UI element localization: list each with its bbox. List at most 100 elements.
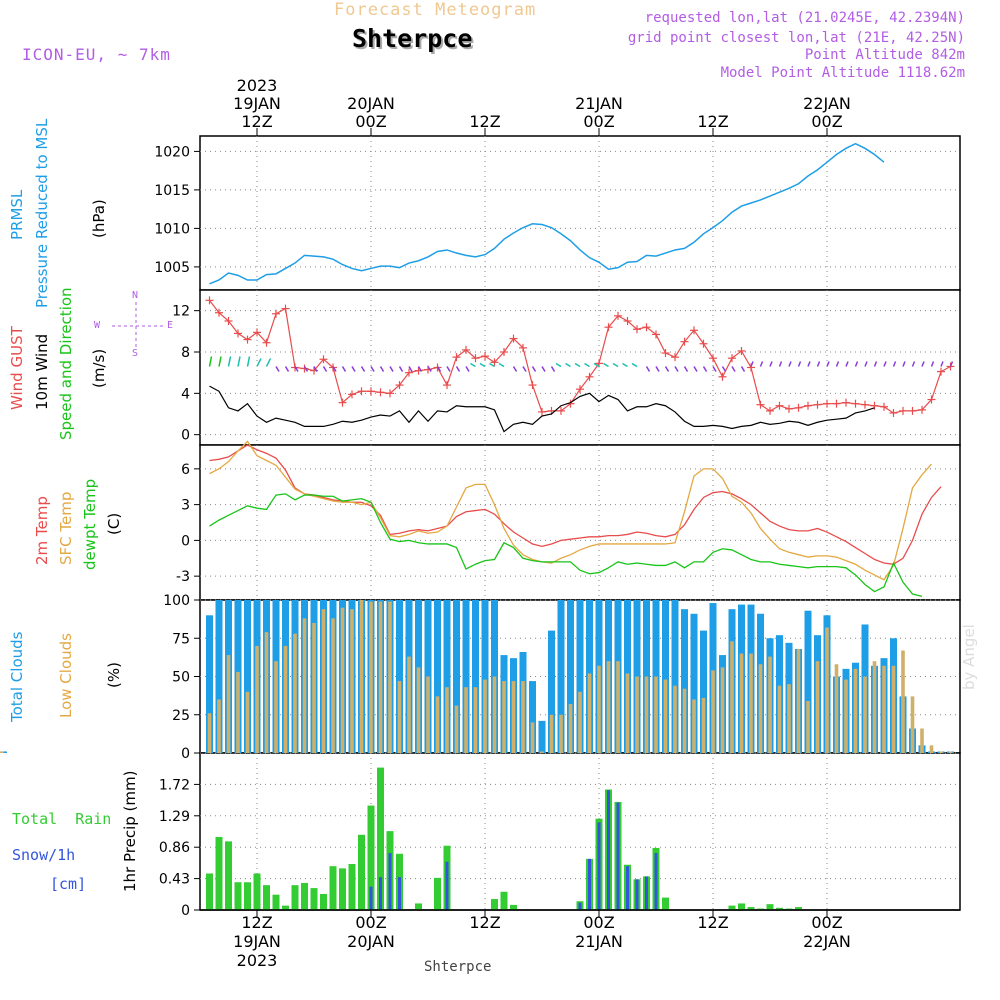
- low-cloud-bar: [711, 670, 715, 753]
- top-axis-line2: 00Z: [355, 112, 387, 131]
- low-cloud-bar: [739, 653, 744, 753]
- gust-marker: [576, 385, 584, 394]
- low-cloud-bar: [530, 722, 535, 753]
- gust-marker: [851, 399, 860, 408]
- gust-marker: [832, 399, 841, 408]
- low-cloud-bar: [274, 661, 278, 753]
- total-cloud-bar: [538, 720, 546, 753]
- temp-tick-label: -3: [176, 569, 190, 585]
- wind-direction-arrow: [237, 356, 241, 367]
- gust-marker: [367, 387, 375, 396]
- wind-tick-label: 12: [172, 304, 190, 320]
- wind-direction-arrow: [883, 361, 887, 367]
- low-cloud-bar: [302, 618, 307, 753]
- total-cloud-bar: [443, 600, 451, 753]
- wind-direction-arrow: [389, 366, 394, 372]
- gust-marker: [680, 337, 689, 346]
- wind-direction-arrow: [408, 366, 413, 372]
- wind-direction-arrow: [332, 366, 337, 372]
- wind-direction-arrow: [531, 366, 537, 372]
- wind-direction-arrow: [683, 366, 689, 372]
- wind-direction-arrow: [911, 361, 916, 367]
- total-cloud-bar: [700, 630, 707, 753]
- snow-bar: [445, 861, 449, 910]
- low-cloud-bar: [625, 673, 630, 753]
- low-cloud-bar: [445, 687, 449, 753]
- wind-direction-arrow: [664, 366, 670, 372]
- wind-direction-arrow: [294, 366, 299, 372]
- low-cloud-bar: [217, 699, 221, 753]
- low-cloud-bar: [730, 641, 734, 753]
- gust-marker: [538, 407, 546, 416]
- rain-bar: [320, 893, 327, 910]
- wind-direction-arrow: [584, 362, 590, 368]
- gust-marker: [699, 339, 708, 348]
- wind-direction-arrow: [455, 366, 461, 372]
- pressure-tick-label: 1010: [154, 221, 190, 237]
- rain-bar: [766, 904, 774, 910]
- gust-marker: [471, 354, 480, 363]
- gust-marker: [671, 353, 679, 362]
- gust-marker: [709, 354, 717, 363]
- wind-direction-arrow: [522, 366, 527, 372]
- gust-marker: [215, 308, 223, 317]
- precip-tick-label: 0.43: [159, 872, 190, 888]
- low-cloud-bar: [806, 700, 810, 753]
- gust-marker: [281, 304, 290, 313]
- wind-direction-arrow: [246, 356, 251, 367]
- low-cloud-bar: [435, 696, 440, 753]
- wind-direction-arrow: [631, 362, 638, 368]
- compass-e: E: [167, 320, 174, 331]
- low-cloud-bar: [815, 661, 820, 753]
- gust-marker: [661, 349, 670, 358]
- panel-frame-0: [199, 135, 961, 291]
- gust-marker: [443, 381, 451, 390]
- low-cloud-bar: [777, 685, 782, 753]
- temp-line-2: [209, 493, 923, 598]
- top-axis-line2: 00Z: [583, 112, 615, 131]
- pressure-tick-label: 1015: [154, 183, 190, 199]
- rain-bar: [358, 834, 365, 910]
- low-cloud-bar: [378, 601, 383, 753]
- precip-tick-label: 1.29: [159, 809, 190, 825]
- low-cloud-bar: [388, 601, 392, 753]
- rain-bar: [491, 899, 498, 910]
- rain-bar: [215, 836, 223, 910]
- low-cloud-bar: [635, 676, 639, 753]
- wind-direction-arrow: [227, 356, 232, 367]
- low-cloud-bar: [939, 751, 943, 753]
- low-cloud-bar: [236, 671, 240, 753]
- rain-bar: [272, 894, 280, 910]
- low-cloud-bar: [606, 661, 611, 753]
- total-cloud-bar: [481, 600, 489, 753]
- rain-bar: [206, 873, 213, 910]
- clouds-tick-label: 75: [172, 631, 190, 647]
- low-cloud-bar: [616, 661, 620, 753]
- grid-coords: grid point closest lon,lat (21E, 42.25N): [627, 30, 965, 46]
- rain-bar: [253, 873, 261, 910]
- gust-marker: [557, 406, 565, 415]
- wind-direction-arrow: [379, 366, 385, 372]
- total-cloud-bar: [557, 600, 565, 753]
- wind-direction-arrow: [645, 366, 651, 372]
- rain-bar: [291, 885, 299, 910]
- gust-marker: [652, 330, 660, 339]
- low-cloud-bar: [701, 697, 706, 753]
- wind-tick-label: 8: [181, 345, 190, 361]
- precip-tick-label: 0.86: [159, 840, 190, 856]
- wind-direction-arrow: [541, 366, 546, 372]
- gust-marker: [889, 408, 898, 417]
- top-axis-line2: 00Z: [811, 112, 843, 131]
- wind-direction-arrow: [612, 362, 619, 368]
- gust-marker: [585, 372, 594, 381]
- wind-direction-arrow: [565, 362, 571, 368]
- gust-marker: [690, 326, 698, 335]
- gust-marker: [842, 398, 850, 407]
- gust-marker: [395, 381, 404, 390]
- low-cloud-bar: [863, 676, 867, 753]
- wind-direction-arrow: [788, 361, 792, 367]
- gust-marker: [927, 395, 936, 404]
- rain-bar: [738, 903, 745, 910]
- pressure-line: [209, 142, 885, 285]
- gust-marker: [234, 329, 242, 338]
